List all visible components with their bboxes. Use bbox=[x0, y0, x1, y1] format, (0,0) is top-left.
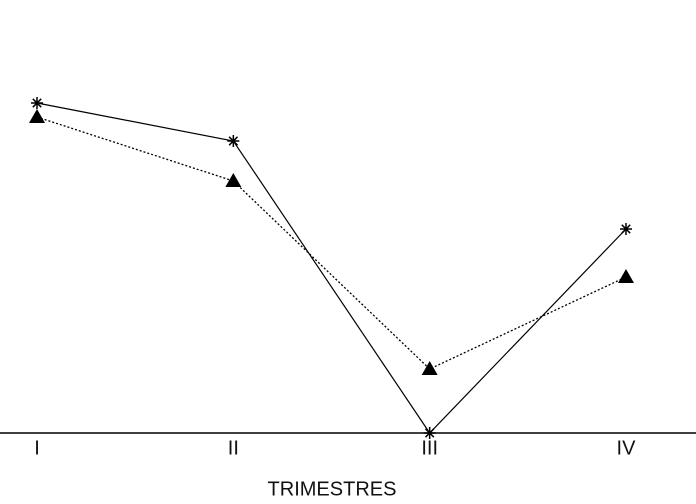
line bbox=[36, 102, 627, 434]
marker bbox=[620, 223, 632, 235]
x-tick-label: II bbox=[228, 437, 239, 459]
marker bbox=[225, 173, 242, 187]
marker bbox=[227, 135, 240, 147]
x-tick-label: IV bbox=[617, 437, 637, 459]
marker bbox=[618, 269, 634, 283]
marker bbox=[423, 427, 436, 439]
marker bbox=[421, 361, 438, 375]
x-tick-label: III bbox=[421, 437, 438, 459]
marker bbox=[31, 97, 43, 109]
x-axis-label: TRIMESTRES bbox=[268, 478, 397, 500]
line bbox=[36, 116, 627, 370]
marker bbox=[29, 109, 45, 123]
x-tick-label: I bbox=[34, 437, 40, 459]
